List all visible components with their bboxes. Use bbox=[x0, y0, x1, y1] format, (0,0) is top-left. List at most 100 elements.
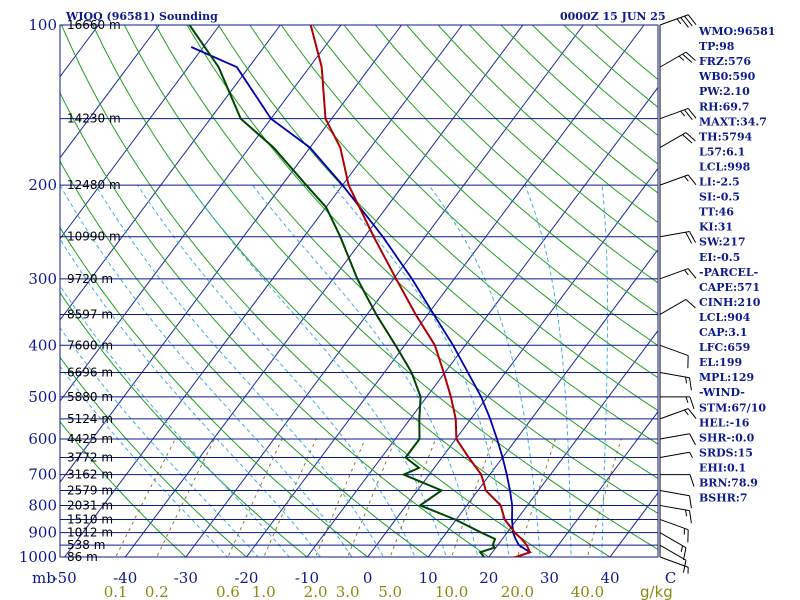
stability-index-row: WB0:590 bbox=[698, 70, 756, 83]
height-label: 7600 m bbox=[67, 338, 113, 352]
pressure-tick-label: 200 bbox=[28, 176, 57, 194]
dry-adiabat-line bbox=[60, 356, 248, 557]
stability-index-row: L57:6.1 bbox=[699, 145, 745, 158]
isotherm-line bbox=[548, 410, 658, 557]
dry-adiabat-line bbox=[60, 91, 490, 557]
wind-barb-flag bbox=[684, 15, 693, 27]
dry-adiabat-line bbox=[61, 25, 551, 557]
stability-index-row: BSHR:7 bbox=[699, 492, 748, 505]
wind-barb bbox=[660, 396, 695, 410]
stability-index-row: TT:46 bbox=[699, 206, 734, 219]
height-label: 2031 m bbox=[67, 498, 113, 512]
moist-adiabat-line bbox=[524, 184, 572, 557]
wind-barb-shaft bbox=[659, 231, 690, 238]
temperature-tick-label: -50 bbox=[53, 569, 77, 587]
stability-index-row: SRDS:15 bbox=[699, 446, 753, 459]
wind-barb-shaft bbox=[659, 433, 690, 440]
wind-barb bbox=[659, 518, 689, 543]
wind-barb bbox=[659, 51, 696, 68]
dry-adiabat-line bbox=[123, 25, 658, 551]
wind-barb-shaft bbox=[659, 451, 690, 458]
height-label: 5124 m bbox=[67, 412, 113, 426]
wind-barb-flag bbox=[682, 53, 693, 63]
stability-index-row: EL:199 bbox=[699, 356, 742, 369]
isotherm-line bbox=[60, 25, 281, 321]
wind-barb bbox=[659, 14, 697, 28]
wind-barb-half-flag bbox=[680, 110, 685, 117]
wind-barb-shaft bbox=[659, 344, 689, 357]
wind-barb-half-flag bbox=[685, 396, 689, 404]
wind-barb-shaft bbox=[659, 372, 690, 379]
height-label: 86 m bbox=[67, 550, 98, 564]
stability-index-row: LI:-2.5 bbox=[699, 176, 740, 189]
mixing-ratio-label: 40.0 bbox=[571, 583, 604, 600]
mixing-ratio-line bbox=[263, 438, 317, 557]
stability-index-row: KI:31 bbox=[699, 221, 733, 234]
wind-barb bbox=[659, 544, 687, 573]
mixing-ratio-label: 2.0 bbox=[304, 583, 328, 600]
wind-barb-shaft bbox=[659, 544, 687, 561]
dry-adiabat-line bbox=[249, 25, 658, 412]
stability-index-row: MPL:129 bbox=[699, 371, 754, 384]
wind-barb bbox=[659, 268, 697, 280]
wind-barb-flag bbox=[684, 109, 693, 121]
pressure-tick-label: 800 bbox=[28, 496, 57, 514]
height-label: 1510 m bbox=[67, 512, 113, 526]
wind-barb-flag bbox=[689, 377, 692, 391]
mixing-ratio-line bbox=[227, 438, 283, 557]
mixing-ratio-label: 0.1 bbox=[104, 583, 128, 600]
wind-barb-flag bbox=[689, 396, 695, 410]
isotherm-line bbox=[488, 329, 658, 557]
plot-frame bbox=[59, 24, 659, 558]
moist-adiabat-line bbox=[60, 237, 322, 557]
parcel-line bbox=[190, 46, 532, 557]
wind-barb-flag bbox=[682, 134, 693, 144]
stability-indices: WMO:96581 TP:98 FRZ:576 WB0:590 PW:2.10 RH:69… bbox=[698, 25, 775, 505]
wind-barb-shaft bbox=[659, 107, 689, 120]
height-label: 3162 m bbox=[67, 468, 113, 482]
height-label: 5880 m bbox=[67, 390, 113, 404]
mixing-ratio-label: 0.2 bbox=[145, 583, 169, 600]
wind-barb-half-flag bbox=[684, 409, 689, 416]
wind-barb-flag bbox=[685, 299, 696, 309]
height-label: 10990 m bbox=[67, 230, 121, 244]
wind-barb-flag bbox=[687, 14, 697, 25]
isotherm-line bbox=[185, 25, 584, 557]
height-label: 8597 m bbox=[67, 307, 113, 321]
mixing-ratio-label: 3.0 bbox=[336, 583, 360, 600]
stability-index-row: WMO:96581 bbox=[698, 25, 775, 38]
height-label: 3772 m bbox=[67, 450, 113, 464]
sounding-profiles bbox=[188, 25, 532, 557]
dry-adiabat-line bbox=[186, 25, 658, 480]
moist-adiabat-line bbox=[188, 184, 448, 557]
wind-barb-shaft bbox=[659, 408, 689, 420]
stability-index-row: RH:69.7 bbox=[699, 100, 749, 113]
wind-barb-flag bbox=[689, 474, 695, 487]
mixing-ratio-label: 5.0 bbox=[378, 583, 402, 600]
stability-index-row: LCL:904 bbox=[699, 311, 751, 324]
mixing-ratio-line bbox=[389, 438, 437, 557]
wind-barb bbox=[659, 174, 697, 186]
wind-barb bbox=[659, 107, 697, 121]
wind-barb bbox=[659, 490, 692, 509]
dry-adiabat-line bbox=[155, 25, 658, 515]
temperature-tick-label: -10 bbox=[295, 569, 319, 587]
wind-barb-shaft bbox=[659, 556, 689, 568]
moist-adiabat-line bbox=[601, 185, 609, 557]
mixing-ratio-line bbox=[586, 438, 622, 557]
temperature-line bbox=[309, 25, 532, 557]
temperature-tick-label: 0 bbox=[363, 569, 373, 587]
height-label: 9720 m bbox=[67, 272, 113, 286]
stability-index-row: BRN:78.9 bbox=[699, 477, 758, 490]
isotherm-line bbox=[60, 25, 403, 483]
height-labels: 16660 m 14230 m 12480 m 10990 m 9720 m 8597 m… bbox=[67, 18, 121, 564]
wind-barb-half-flag bbox=[684, 175, 689, 182]
stability-index-row: EI:-0.5 bbox=[699, 251, 740, 264]
pressure-tick-label: 900 bbox=[28, 524, 57, 542]
wind-barb bbox=[659, 132, 696, 149]
isotherm-line bbox=[124, 25, 524, 557]
wind-barb-shaft bbox=[659, 299, 687, 315]
mixing-ratio-label: 0.6 bbox=[216, 583, 240, 600]
stability-index-row: CINH:210 bbox=[699, 296, 761, 309]
wind-barbs bbox=[659, 14, 697, 574]
